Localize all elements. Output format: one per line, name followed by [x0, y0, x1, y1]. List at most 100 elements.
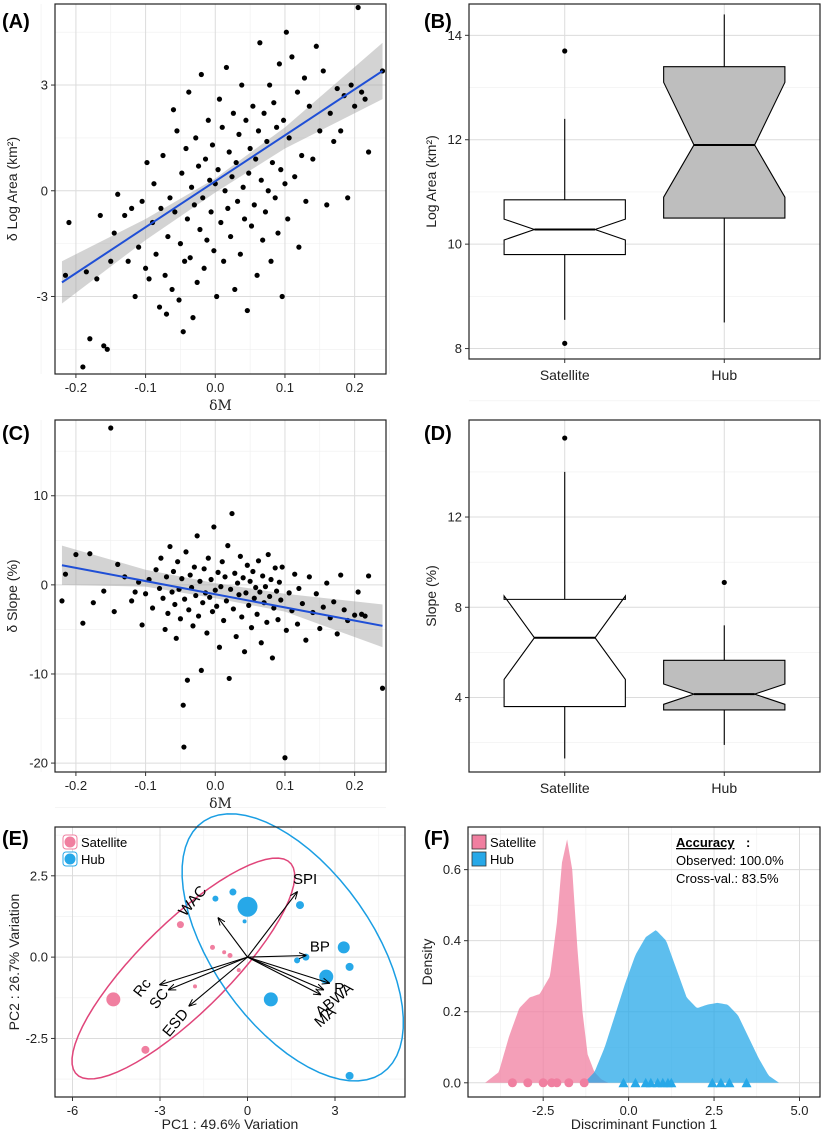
- y-tick-label: 3: [41, 78, 48, 93]
- data-point: [197, 578, 203, 584]
- hub-ellipse: [181, 813, 405, 1082]
- legend-label: Hub: [81, 852, 105, 867]
- data-point: [268, 258, 274, 264]
- data-point: [169, 286, 175, 293]
- data-point: [262, 209, 269, 215]
- data-point: [267, 593, 273, 600]
- data-point: [341, 607, 347, 613]
- data-point: [193, 135, 199, 141]
- legend-label: Satellite: [81, 835, 127, 850]
- hub-point: [302, 953, 310, 961]
- satellite-density: [485, 839, 609, 1083]
- data-point: [222, 574, 228, 580]
- data-point: [327, 110, 333, 116]
- data-point: [163, 574, 170, 580]
- panel-f: -2.5 0.0 2.5 5.0 0.0 0.2 0.4 0.6 Density Discrimi…: [419, 826, 821, 1132]
- data-point: [191, 202, 197, 208]
- box-body: [663, 659, 786, 711]
- satellite-rug-point: [507, 1078, 517, 1088]
- data-point: [257, 589, 263, 595]
- data-point: [211, 524, 217, 530]
- x-tick-label: 0: [244, 1103, 251, 1118]
- data-point: [365, 149, 372, 155]
- data-point: [234, 580, 241, 586]
- panel-label-f: (F): [424, 828, 450, 850]
- data-point: [286, 135, 292, 141]
- plot-frame: [54, 419, 387, 773]
- data-point: [255, 558, 262, 564]
- data-point: [278, 597, 284, 603]
- data-point: [355, 4, 361, 11]
- data-point: [253, 156, 259, 162]
- data-point: [172, 601, 178, 608]
- panel-label-c: (C): [2, 423, 30, 445]
- data-point: [194, 279, 200, 285]
- satellite-point: [222, 950, 227, 955]
- hub-rug-point: [618, 1077, 629, 1088]
- x-tick-label: -0.1: [134, 778, 156, 793]
- data-point: [299, 600, 305, 607]
- data-point: [285, 216, 291, 222]
- data-point: [179, 170, 185, 176]
- data-point: [182, 596, 188, 602]
- data-point: [214, 293, 220, 300]
- data-point: [352, 612, 358, 618]
- accuracy-heading-colon: :: [746, 835, 750, 850]
- data-point: [132, 589, 138, 595]
- loading-arrow: [169, 956, 248, 990]
- legend-swatch: [64, 836, 76, 848]
- panel-label-d: (D): [424, 423, 452, 445]
- y-tick-label: 12: [448, 132, 462, 147]
- y-tick-label: 10: [448, 237, 462, 252]
- data-point: [225, 205, 231, 211]
- data-point: [255, 128, 262, 134]
- data-point: [244, 562, 250, 568]
- loading-arrow: [160, 956, 248, 985]
- x-tick-label: 0.0: [206, 778, 224, 793]
- hub-rug-point: [707, 1077, 718, 1088]
- data-point: [173, 635, 179, 641]
- data-point: [320, 68, 326, 74]
- data-point: [101, 588, 107, 594]
- category-label: Satellite: [540, 367, 590, 383]
- hub-point: [229, 888, 237, 896]
- data-point: [320, 604, 326, 610]
- data-point: [190, 623, 196, 629]
- regression-line: [61, 70, 384, 284]
- data-point: [282, 755, 288, 761]
- y-tick-label: -10: [29, 666, 48, 681]
- data-point: [250, 103, 256, 109]
- data-point: [262, 584, 269, 590]
- loading-label: P: [334, 980, 344, 997]
- data-point: [139, 622, 145, 628]
- data-point: [144, 159, 150, 166]
- y-tick-label: 0: [41, 577, 48, 592]
- x-axis-title: Discriminant Function 1: [571, 1116, 717, 1132]
- data-point: [162, 626, 168, 633]
- data-point: [197, 226, 203, 233]
- data-point: [272, 195, 278, 201]
- loading-label: BP: [310, 938, 330, 955]
- data-point: [90, 600, 96, 606]
- data-point: [214, 603, 220, 609]
- data-point: [258, 177, 264, 183]
- data-point: [236, 131, 242, 137]
- data-point: [115, 191, 121, 197]
- data-point: [101, 343, 107, 349]
- data-point: [212, 587, 218, 593]
- data-point: [200, 195, 206, 201]
- data-point: [153, 567, 159, 573]
- satellite-point: [106, 992, 121, 1007]
- data-point: [279, 293, 285, 300]
- y-tick-label: 0.2: [443, 1004, 461, 1019]
- data-point: [243, 590, 249, 596]
- data-point: [172, 209, 178, 215]
- data-point: [237, 553, 243, 559]
- data-point: [158, 205, 164, 211]
- loading-label: ESD: [159, 1006, 192, 1041]
- data-point: [125, 258, 131, 264]
- data-point: [184, 677, 190, 683]
- data-point: [247, 145, 253, 152]
